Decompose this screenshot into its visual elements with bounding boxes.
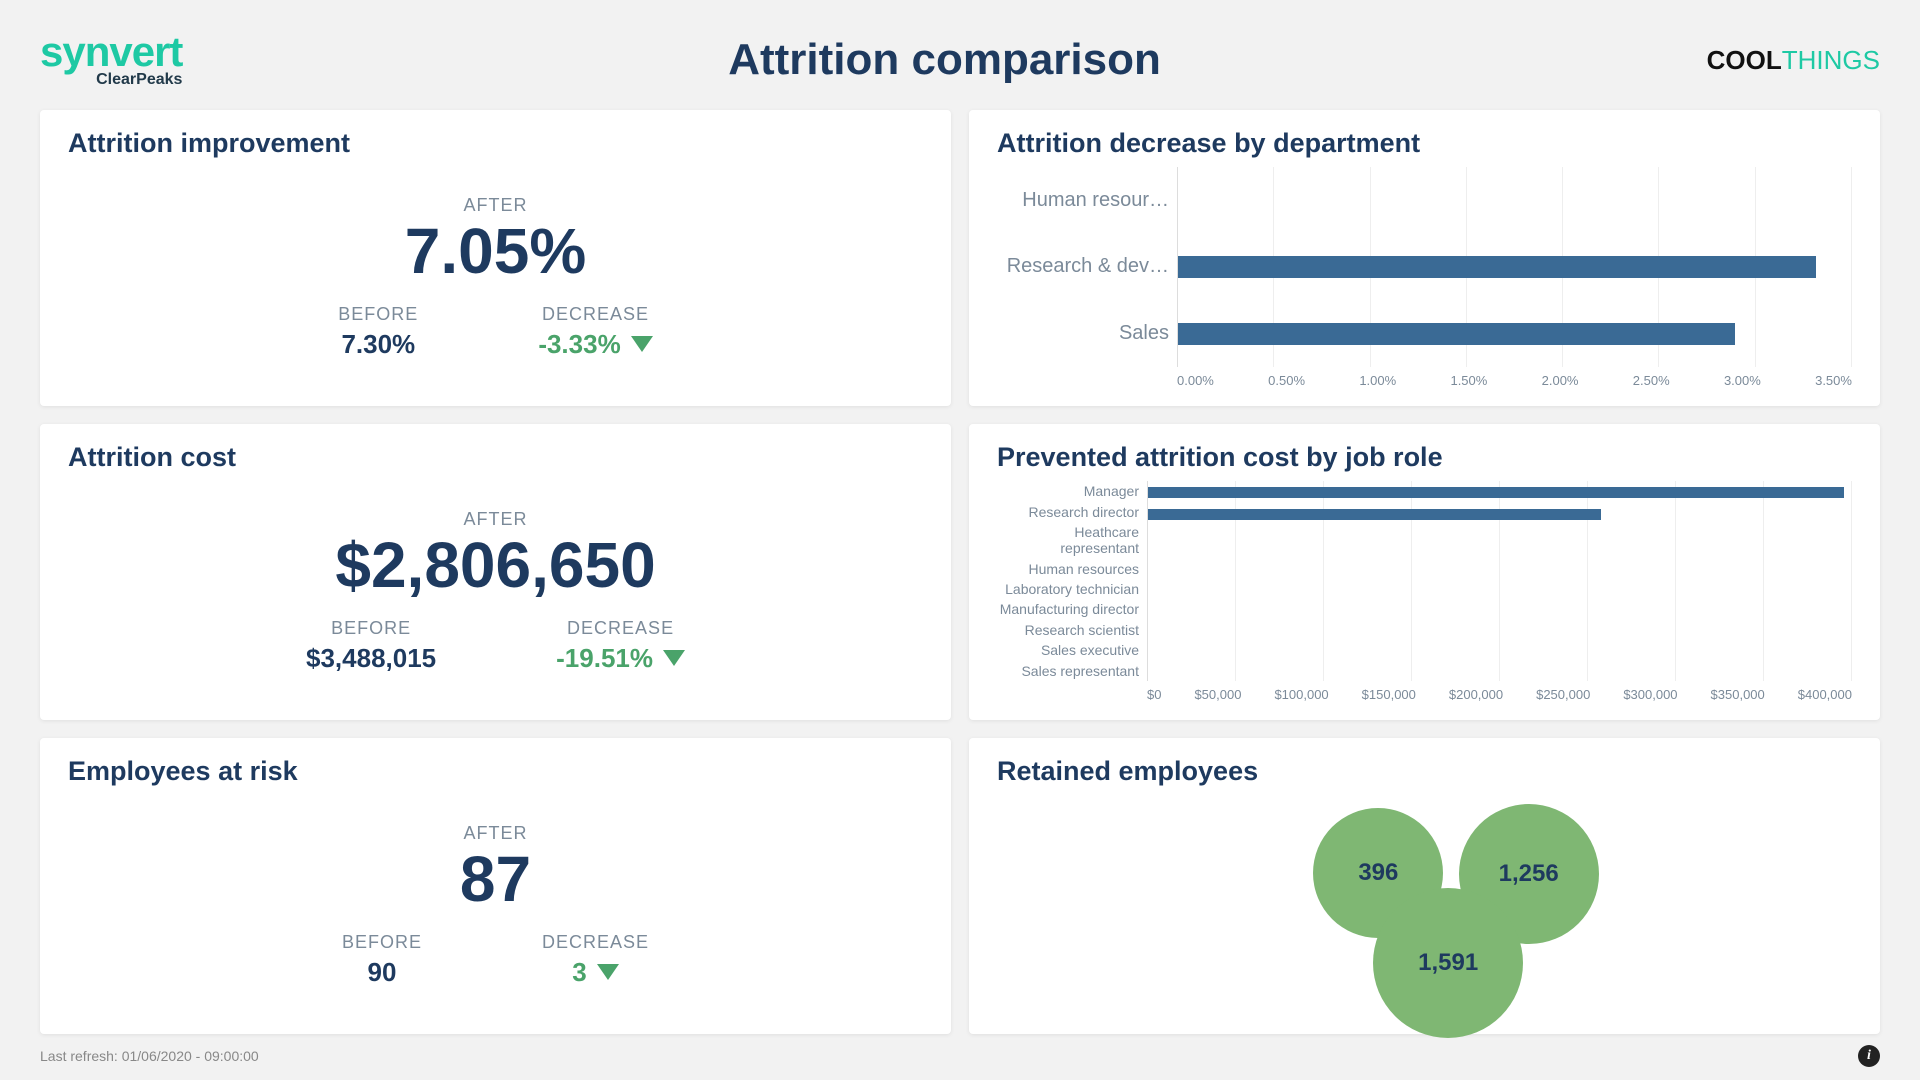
bar-row	[1178, 189, 1852, 211]
bar-category-label: Sales executive	[997, 642, 1139, 658]
decrease-text: -3.33%	[538, 329, 620, 360]
bar-row	[1148, 575, 1852, 586]
dept-bar-chart: Human resour… Research & dev… Sales 0.00% 0.…	[997, 167, 1852, 388]
bar-category-label: Sales representant	[997, 663, 1139, 679]
bubble: 1,591	[1373, 888, 1523, 1038]
kpi-decrease-value: 3	[572, 957, 618, 988]
bar-row	[1148, 598, 1852, 609]
kpi-after-value: $2,806,650	[335, 532, 655, 599]
logo-sub-text: ClearPeaks	[96, 71, 182, 89]
bar-row	[1148, 487, 1852, 498]
bar-row	[1148, 664, 1852, 675]
x-tick-label: $200,000	[1449, 687, 1503, 702]
after-label: AFTER	[463, 823, 527, 844]
decrease-label: DECREASE	[567, 618, 674, 639]
card-title: Retained employees	[997, 756, 1852, 787]
bar-category-label: Sales	[997, 322, 1169, 345]
triangle-down-icon	[597, 964, 619, 980]
info-icon[interactable]: i	[1858, 1045, 1880, 1067]
x-tick-label: 1.50%	[1450, 373, 1487, 388]
triangle-down-icon	[663, 650, 685, 666]
decrease-label: DECREASE	[542, 304, 649, 325]
decrease-label: DECREASE	[542, 932, 649, 953]
x-tick-label: $400,000	[1798, 687, 1852, 702]
card-retained-employees: Retained employees 3961,2561,591	[969, 738, 1880, 1034]
x-tick-label: $300,000	[1623, 687, 1677, 702]
x-tick-label: 2.50%	[1633, 373, 1670, 388]
logo-main-text: synvert	[40, 31, 182, 73]
card-attrition-improvement: Attrition improvement AFTER 7.05% BEFORE…	[40, 110, 951, 406]
bar-category-label: Heathcare representant	[997, 524, 1139, 556]
bar	[1148, 487, 1844, 498]
card-title: Attrition improvement	[68, 128, 923, 159]
x-tick-label: 2.00%	[1542, 373, 1579, 388]
x-tick-label: $350,000	[1711, 687, 1765, 702]
bar-row	[1178, 323, 1852, 345]
bar-category-label: Manager	[997, 483, 1139, 499]
before-label: BEFORE	[338, 304, 418, 325]
card-title: Attrition decrease by department	[997, 128, 1852, 159]
kpi-before-value: $3,488,015	[306, 643, 436, 674]
bar-category-label: Research scientist	[997, 622, 1139, 638]
x-tick-label: $250,000	[1536, 687, 1590, 702]
bar-category-label: Manufacturing director	[997, 601, 1139, 617]
bubble-chart: 3961,2561,591	[997, 795, 1852, 1016]
x-tick-label: 1.00%	[1359, 373, 1396, 388]
before-label: BEFORE	[331, 618, 411, 639]
bar-row	[1148, 620, 1852, 631]
card-title: Employees at risk	[68, 756, 923, 787]
before-label: BEFORE	[342, 932, 422, 953]
x-tick-label: 3.50%	[1815, 373, 1852, 388]
bar-category-label: Human resour…	[997, 189, 1169, 212]
role-bar-chart: Manager Research director Heathcare repres…	[997, 481, 1852, 702]
decrease-text: 3	[572, 957, 586, 988]
after-label: AFTER	[463, 509, 527, 530]
bar-row	[1148, 531, 1852, 542]
bar	[1148, 509, 1601, 520]
bar-category-label: Research director	[997, 504, 1139, 520]
x-tick-label: $100,000	[1274, 687, 1328, 702]
kpi-before-value: 7.30%	[341, 329, 415, 360]
triangle-down-icon	[631, 336, 653, 352]
bar-category-label: Human resources	[997, 561, 1139, 577]
logo-synvert: synvert ClearPeaks	[40, 31, 182, 89]
bar-category-label: Laboratory technician	[997, 581, 1139, 597]
last-refresh-text: Last refresh: 01/06/2020 - 09:00:00	[40, 1048, 259, 1064]
page-title: Attrition comparison	[728, 35, 1161, 85]
card-attrition-cost: Attrition cost AFTER $2,806,650 BEFORE $…	[40, 424, 951, 720]
card-attrition-by-department: Attrition decrease by department Human r…	[969, 110, 1880, 406]
card-employees-at-risk: Employees at risk AFTER 87 BEFORE 90 DEC…	[40, 738, 951, 1034]
logo-right-light: THINGS	[1782, 45, 1880, 75]
kpi-before-value: 90	[368, 957, 397, 988]
x-tick-label: $150,000	[1362, 687, 1416, 702]
kpi-after-value: 87	[460, 846, 531, 913]
logo-right-bold: COOL	[1707, 45, 1782, 75]
dashboard-grid: Attrition improvement AFTER 7.05% BEFORE…	[40, 110, 1880, 1034]
bar-row	[1178, 256, 1852, 278]
logo-coolthings: COOLTHINGS	[1707, 45, 1880, 76]
x-tick-label: 3.00%	[1724, 373, 1761, 388]
bar-row	[1148, 553, 1852, 564]
after-label: AFTER	[463, 195, 527, 216]
card-prevented-cost-by-role: Prevented attrition cost by job role Man…	[969, 424, 1880, 720]
bar	[1178, 256, 1816, 278]
x-tick-label: 0.00%	[1177, 373, 1214, 388]
kpi-decrease-value: -19.51%	[556, 643, 685, 674]
bar-category-label: Research & dev…	[997, 255, 1169, 278]
x-tick-label: $0	[1147, 687, 1161, 702]
x-tick-label: 0.50%	[1268, 373, 1305, 388]
header: synvert ClearPeaks Attrition comparison …	[40, 20, 1880, 100]
kpi-after-value: 7.05%	[405, 218, 586, 285]
bar-row	[1148, 642, 1852, 653]
card-title: Prevented attrition cost by job role	[997, 442, 1852, 473]
bar-row	[1148, 509, 1852, 520]
decrease-text: -19.51%	[556, 643, 653, 674]
kpi-decrease-value: -3.33%	[538, 329, 652, 360]
footer: Last refresh: 01/06/2020 - 09:00:00 i	[40, 1034, 1880, 1070]
bar	[1178, 323, 1735, 345]
card-title: Attrition cost	[68, 442, 923, 473]
x-tick-label: $50,000	[1194, 687, 1241, 702]
